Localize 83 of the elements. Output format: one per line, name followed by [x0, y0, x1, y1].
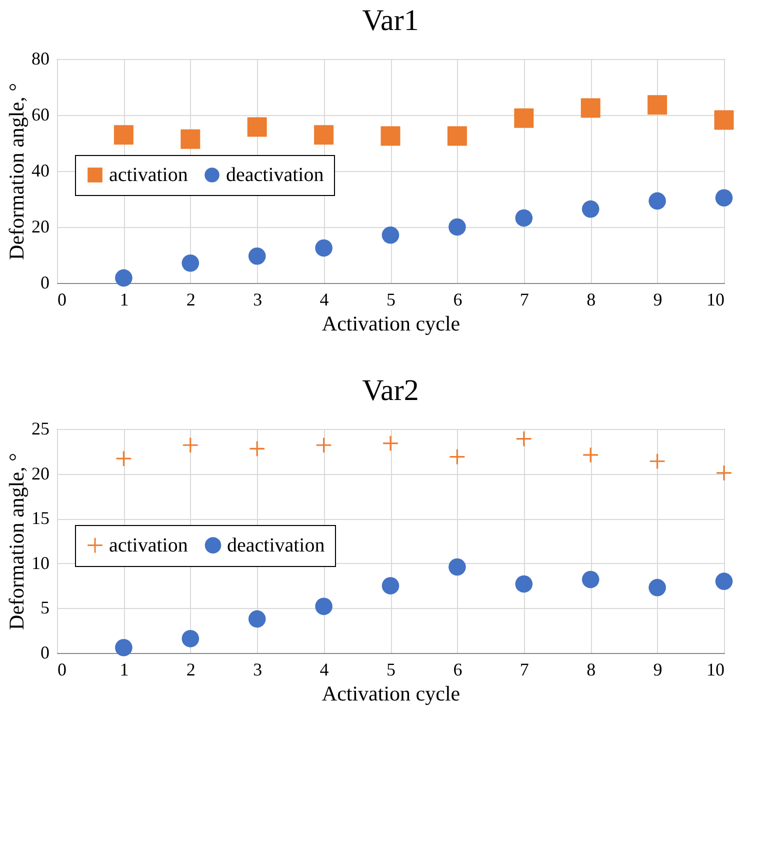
point	[448, 218, 466, 236]
y-tick-label: 80	[32, 48, 50, 68]
x-tick-label: 8	[586, 290, 596, 310]
point	[582, 446, 599, 464]
point	[115, 269, 132, 287]
point	[447, 126, 467, 146]
legend-label: activation	[109, 534, 188, 556]
y-tick-label: 60	[32, 104, 50, 124]
x-tick-label: 4	[320, 660, 329, 680]
x-tick-label: 7	[520, 290, 529, 310]
point	[114, 125, 134, 145]
point	[182, 254, 200, 272]
point	[248, 247, 266, 265]
point	[514, 108, 534, 128]
point	[248, 610, 266, 628]
y-tick-label: 40	[32, 160, 50, 180]
point	[716, 464, 732, 482]
y-tick-label: 5	[40, 598, 50, 618]
x-axis-title: Activation cycle	[322, 682, 460, 706]
x-tick-label: 9	[653, 290, 662, 310]
y-tick-label: 15	[32, 508, 50, 528]
x-tick-label: 0	[58, 290, 66, 310]
x-tick-label: 3	[253, 290, 262, 310]
point	[315, 598, 332, 616]
y-axis-title: Deformation angle, °	[4, 83, 28, 260]
x-tick-label: 8	[586, 660, 596, 680]
point	[648, 578, 666, 596]
point	[382, 226, 400, 244]
x-tick-label: 2	[186, 660, 196, 680]
x-tick-label: 3	[253, 660, 262, 680]
y-tick-label: 20	[32, 216, 50, 236]
y-tick-label: 10	[32, 552, 50, 573]
point	[314, 125, 334, 145]
point	[515, 575, 533, 593]
point	[115, 450, 132, 467]
legend-label: deactivation	[227, 534, 325, 556]
y-tick-label: 20	[32, 463, 50, 484]
chart-title: Var2	[362, 374, 419, 407]
point	[382, 577, 400, 594]
point	[582, 570, 600, 588]
y-tick-label: 0	[40, 272, 50, 292]
x-tick-label: 5	[386, 290, 396, 310]
x-axis-title: Activation cycle	[322, 312, 460, 336]
point	[515, 209, 533, 227]
point	[715, 572, 733, 590]
point	[582, 200, 600, 218]
x-tick-label: 2	[186, 290, 196, 310]
y-tick-label: 0	[40, 642, 50, 662]
x-tick-label: 6	[453, 290, 462, 310]
point	[316, 436, 332, 454]
y-tick-label: 25	[32, 418, 50, 438]
point	[380, 126, 400, 146]
point	[180, 129, 200, 149]
point	[248, 440, 266, 457]
point	[715, 189, 733, 207]
x-tick-label: 10	[706, 660, 724, 680]
x-tick-label: 0	[58, 660, 66, 680]
point	[115, 638, 132, 656]
x-tick-label: 1	[120, 290, 129, 310]
x-tick-label: 4	[320, 290, 329, 310]
point	[182, 630, 200, 648]
point	[448, 448, 466, 465]
x-tick-label: 9	[653, 660, 662, 680]
point	[648, 192, 666, 210]
x-tick-label: 5	[386, 660, 396, 680]
y-axis-title: Deformation angle, °	[4, 453, 28, 630]
x-tick-label: 6	[453, 660, 462, 680]
x-tick-label: 1	[120, 660, 129, 680]
point	[648, 95, 668, 115]
point	[649, 453, 666, 470]
point	[714, 110, 734, 130]
point	[580, 98, 600, 118]
legend-label: activation	[109, 164, 188, 186]
point	[182, 436, 199, 454]
x-tick-label: 7	[520, 660, 529, 680]
x-tick-label: 10	[706, 290, 724, 310]
point	[315, 239, 332, 257]
point	[516, 430, 532, 448]
legend-label: deactivation	[226, 164, 324, 186]
point	[247, 117, 267, 137]
point	[448, 558, 466, 576]
chart-title: Var1	[362, 4, 419, 37]
point	[382, 435, 399, 452]
